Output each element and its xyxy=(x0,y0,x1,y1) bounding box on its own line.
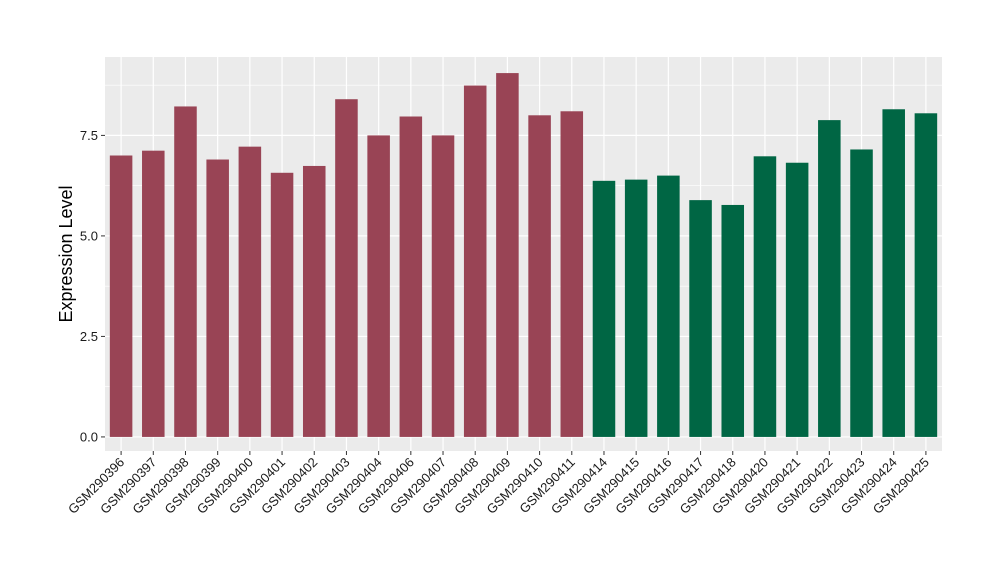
bar-GSM290415 xyxy=(624,179,648,437)
bar-GSM290400 xyxy=(238,146,262,437)
bar-GSM290398 xyxy=(174,106,197,437)
y-tick-label: 0.0 xyxy=(80,429,98,444)
bar-GSM290404 xyxy=(367,135,390,437)
bar-GSM290420 xyxy=(753,156,777,437)
bar-GSM290423 xyxy=(850,149,873,437)
bar-GSM290411 xyxy=(560,111,584,437)
bar-GSM290401 xyxy=(270,172,294,437)
bar-GSM290399 xyxy=(206,159,229,437)
bar-GSM290407 xyxy=(431,135,455,437)
x-axis: GSM290396GSM290397GSM290398GSM290399GSM2… xyxy=(65,451,932,517)
bar-GSM290422 xyxy=(818,120,841,437)
bar-GSM290403 xyxy=(335,99,358,437)
bar-GSM290410 xyxy=(528,115,551,437)
bar-GSM290425 xyxy=(914,113,938,437)
y-tick-label: 5.0 xyxy=(80,228,98,243)
y-tick-label: 2.5 xyxy=(80,329,98,344)
y-axis-title: Expression Level xyxy=(56,185,76,322)
bar-GSM290409 xyxy=(496,73,519,437)
bars xyxy=(109,73,938,437)
plot-panel xyxy=(105,57,942,451)
bar-GSM290416 xyxy=(657,175,680,437)
bar-GSM290421 xyxy=(785,162,809,437)
bar-GSM290408 xyxy=(463,85,487,437)
y-axis: 0.0 2.5 5.0 7.5 xyxy=(80,128,105,444)
y-tick-label: 7.5 xyxy=(80,128,98,143)
bar-GSM290424 xyxy=(882,109,905,437)
bar-GSM290397 xyxy=(142,150,165,437)
bar-GSM290402 xyxy=(302,165,326,437)
bar-GSM290406 xyxy=(399,116,423,437)
bar-GSM290396 xyxy=(109,155,133,437)
bar-GSM290414 xyxy=(592,180,616,437)
bar-GSM290417 xyxy=(689,200,712,437)
bar-GSM290418 xyxy=(721,204,745,437)
